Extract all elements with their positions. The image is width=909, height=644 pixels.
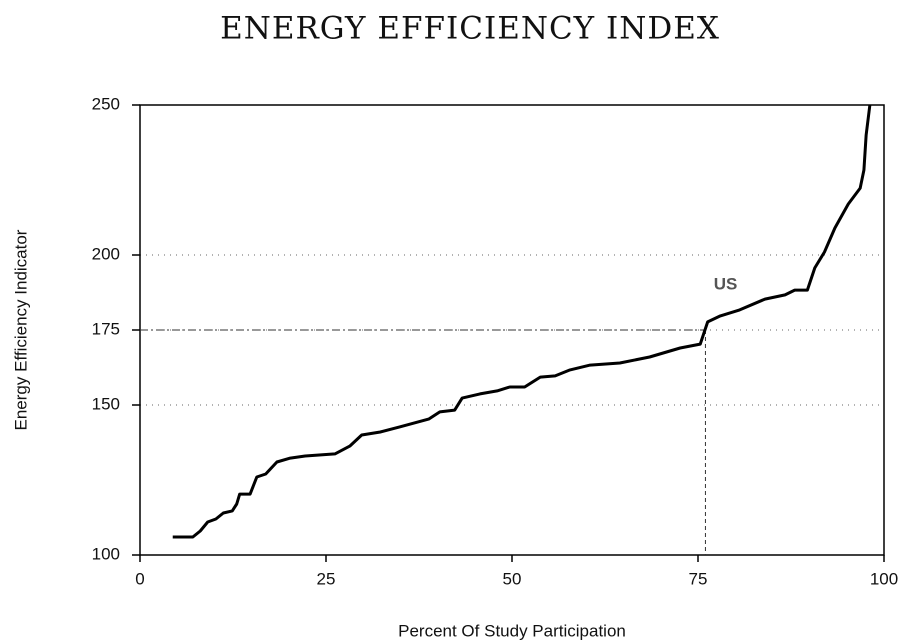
y-tick-label: 175 <box>92 319 120 338</box>
x-tick-label: 0 <box>135 569 144 588</box>
x-tick-label: 100 <box>870 569 898 588</box>
data-line <box>172 104 872 539</box>
y-axis-label: Energy Efficiency Indicator <box>11 229 30 430</box>
annotation: US <box>714 274 738 293</box>
y-tick-label: 200 <box>92 244 120 263</box>
x-tick-label: 50 <box>503 569 522 588</box>
y-tick-label: 100 <box>92 544 120 563</box>
y-tick-label: 150 <box>92 394 120 413</box>
x-axis-label: Percent Of Study Participation <box>398 621 626 640</box>
x-tick-label: 25 <box>317 569 336 588</box>
y-tick-label: 250 <box>92 94 120 113</box>
chart-title: ENERGY EFFICIENCY INDEX <box>220 11 720 47</box>
x-tick-label: 75 <box>689 569 708 588</box>
